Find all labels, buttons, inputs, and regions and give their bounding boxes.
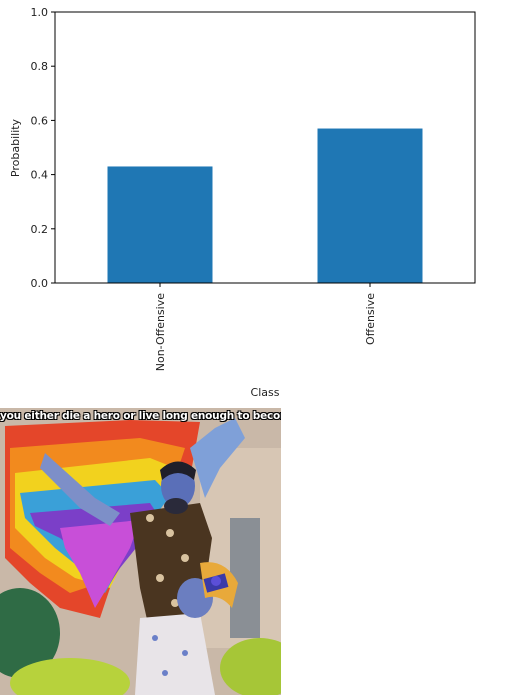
y-axis-ticks: 0.0 0.2 0.4 0.6 0.8 1.0 — [31, 6, 55, 290]
meme-photo — [0, 408, 281, 695]
x-tick-label: Offensive — [364, 293, 377, 345]
y-tick-label: 0.6 — [31, 114, 49, 127]
bar-non-offensive — [107, 166, 213, 283]
y-tick-label: 0.2 — [31, 223, 49, 236]
x-axis-ticks: Non-Offensive Offensive — [154, 283, 377, 371]
y-tick-label: 0.8 — [31, 60, 49, 73]
y-tick-label: 1.0 — [31, 6, 49, 19]
y-tick-label: 0.0 — [31, 277, 49, 290]
y-axis-label: Probability — [9, 118, 22, 177]
bar-offensive — [317, 128, 423, 283]
meme-caption: you either die a hero or live long enoug… — [0, 410, 281, 422]
x-axis-label: Class — [251, 386, 280, 399]
bar-chart: 0.0 0.2 0.4 0.6 0.8 1.0 Non-Offensive Offensiv… — [9, 6, 476, 399]
meme-image: you either die a hero or live long enoug… — [0, 408, 281, 695]
plot-area-frame — [54, 11, 476, 284]
bars — [107, 128, 423, 283]
x-tick-label: Non-Offensive — [154, 293, 167, 371]
y-tick-label: 0.4 — [31, 169, 49, 182]
